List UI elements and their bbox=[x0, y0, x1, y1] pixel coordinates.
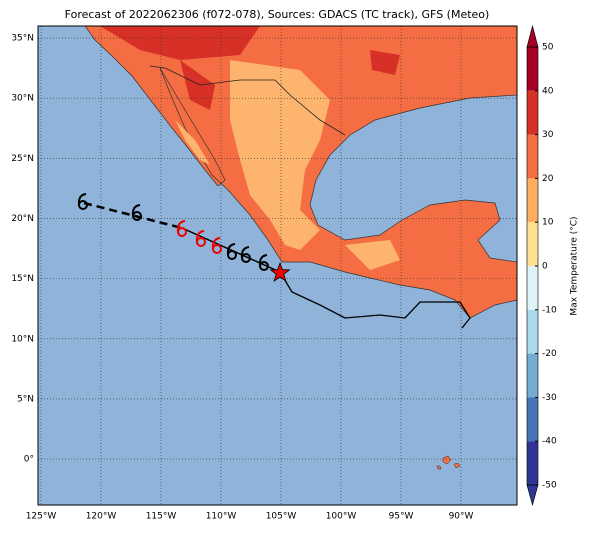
lon-tick-label: 120°W bbox=[86, 512, 117, 522]
colorbar-band bbox=[527, 309, 538, 354]
colorbar-tick-label: 10 bbox=[542, 218, 554, 228]
lon-tick-label: 100°W bbox=[326, 512, 357, 522]
colorbar-tick-label: 40 bbox=[542, 86, 554, 96]
colorbar-band bbox=[527, 178, 538, 223]
lon-tick-label: 125°W bbox=[26, 512, 57, 522]
lon-tick-label: 110°W bbox=[206, 512, 237, 522]
map-frame bbox=[37, 25, 518, 506]
lon-tick-label: 105°W bbox=[266, 512, 297, 522]
highlands bbox=[175, 60, 400, 270]
lon-tick-label: 95°W bbox=[389, 512, 414, 522]
colorbar-band bbox=[527, 134, 538, 179]
border bbox=[149, 65, 346, 136]
colorbar-tick-label: -10 bbox=[542, 305, 557, 315]
lat-tick-label: 5°N bbox=[17, 394, 34, 404]
lat-tick-label: 20°N bbox=[11, 214, 34, 224]
colorbar-band bbox=[527, 90, 538, 135]
islands bbox=[436, 455, 461, 470]
lat-tick-label: 30°N bbox=[11, 94, 34, 104]
hot-region bbox=[100, 26, 400, 110]
title: Forecast of 2022062306 (f072-078), Sourc… bbox=[65, 8, 490, 21]
lat-tick-label: 15°N bbox=[11, 274, 34, 284]
colorbar-tick-label: 20 bbox=[542, 174, 554, 184]
lat-tick-label: 10°N bbox=[11, 334, 34, 344]
lat-tick-label: 0° bbox=[24, 455, 34, 465]
colorbar: 50 40 30 20 10 0 -10 -20 -30 -40 -50 bbox=[526, 24, 557, 507]
colorbar-extend-high bbox=[526, 24, 539, 48]
colorbar-extend-low bbox=[526, 484, 539, 507]
colorbar-band bbox=[527, 441, 538, 485]
colorbar-band bbox=[527, 353, 538, 398]
map bbox=[38, 25, 518, 505]
storm-track bbox=[77, 193, 471, 329]
colorbar-band bbox=[527, 47, 538, 91]
colorbar-tick-label: 30 bbox=[542, 130, 554, 140]
lat-tick-label: 35°N bbox=[11, 34, 34, 44]
graticule bbox=[38, 26, 517, 505]
colorbar-band bbox=[527, 266, 538, 310]
forecast-track bbox=[83, 201, 183, 230]
colorbar-tick-label: -30 bbox=[542, 393, 557, 403]
colorbar-band bbox=[527, 222, 538, 266]
colorbar-tick-label: -20 bbox=[542, 349, 557, 359]
colorbar-tick-label: 50 bbox=[542, 43, 554, 53]
colorbar-label: Max Temperature (°C) bbox=[570, 216, 580, 315]
storm-symbols bbox=[77, 193, 269, 271]
lat-tick-label: 25°N bbox=[11, 154, 34, 164]
colorbar-band bbox=[527, 397, 538, 442]
past-track bbox=[279, 271, 471, 329]
colorbar-tick-label: 0 bbox=[542, 262, 548, 272]
colorbar-tick-label: -40 bbox=[542, 437, 557, 447]
colorbar-tick-label: -50 bbox=[542, 481, 557, 491]
current-position bbox=[269, 261, 291, 282]
lon-tick-label: 90°W bbox=[449, 512, 474, 522]
lon-tick-label: 115°W bbox=[146, 512, 177, 522]
